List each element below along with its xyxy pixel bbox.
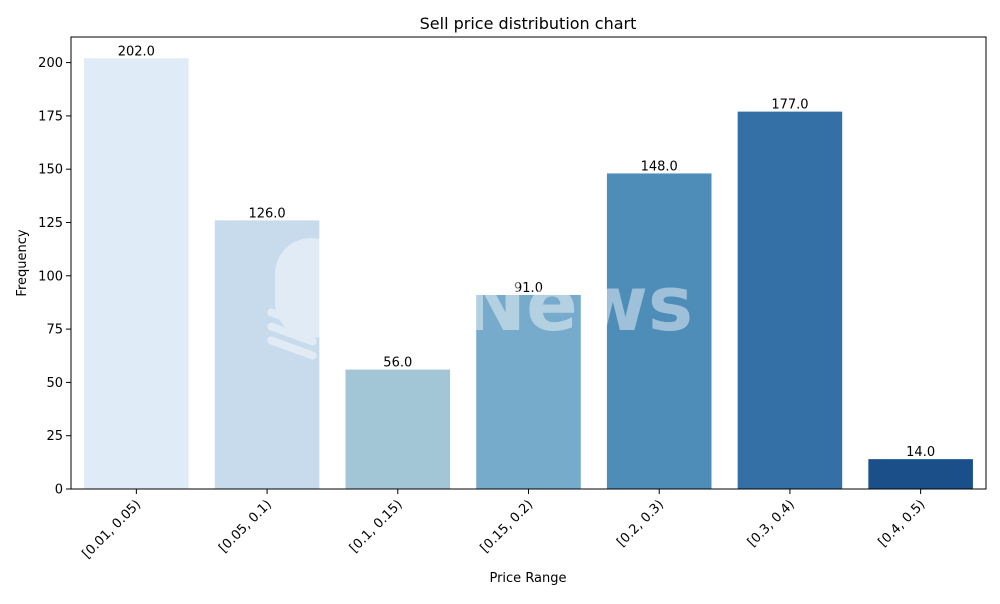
- bar-value-label: 148.0: [641, 159, 678, 174]
- bar: [345, 369, 451, 489]
- y-tick-label: 50: [46, 376, 63, 391]
- bar: [868, 459, 973, 489]
- bar-labels-group: 202.0 126.0 56.0 91.0 148.0 177.0 14.0: [118, 44, 935, 460]
- y-tick-label: 75: [46, 323, 63, 338]
- y-axis: 0 25 50 75 100 125 150 175 200: [38, 56, 71, 498]
- y-tick-label: 0: [55, 483, 63, 498]
- bar: [476, 294, 581, 489]
- y-axis-label: Frequency: [15, 229, 30, 296]
- bar-value-label: 56.0: [383, 356, 412, 371]
- y-tick-label: 100: [38, 269, 63, 284]
- x-tick-label: [0.2, 0.3): [614, 497, 667, 550]
- y-tick-label: 150: [38, 163, 63, 178]
- bar-value-label: 126.0: [248, 206, 285, 221]
- x-tick-label: [0.1, 0.15): [347, 497, 406, 556]
- bar-value-label: 91.0: [514, 281, 543, 296]
- x-tick-label: [0.4, 0.5): [876, 497, 929, 550]
- watermark-text: PANews: [355, 259, 693, 348]
- plot-frame: [70, 36, 987, 490]
- watermark-logo-stripe: [267, 336, 317, 360]
- bars-group: [84, 58, 973, 490]
- chart-title: Sell price distribution chart: [420, 14, 637, 33]
- y-tick-label: 175: [38, 109, 63, 124]
- bar-value-label: 177.0: [771, 98, 808, 113]
- x-axis-label: Price Range: [489, 571, 566, 586]
- bar-value-label: 14.0: [906, 445, 935, 460]
- watermark-logo-shape: [275, 238, 347, 338]
- bar: [84, 58, 189, 490]
- x-tick-label: [0.3, 0.4): [745, 497, 798, 550]
- x-tick-label: [0.05, 0.1): [216, 497, 275, 556]
- y-tick-label: 200: [38, 56, 63, 71]
- watermark: PANews: [267, 238, 693, 360]
- bar: [737, 111, 843, 489]
- bar: [214, 220, 320, 489]
- watermark-logo-stripe: [267, 308, 317, 332]
- bar: [606, 173, 712, 490]
- y-tick-label: 125: [38, 216, 63, 231]
- x-tick-label: [0.15, 0.2): [478, 497, 537, 556]
- x-tick-label: [0.01, 0.05): [80, 497, 145, 562]
- watermark-logo-stripe: [267, 322, 317, 346]
- y-tick-label: 25: [46, 429, 63, 444]
- bar-value-label: 202.0: [118, 44, 155, 59]
- x-axis: [0.01, 0.05) [0.05, 0.1) [0.1, 0.15) [0.15,…: [80, 489, 929, 562]
